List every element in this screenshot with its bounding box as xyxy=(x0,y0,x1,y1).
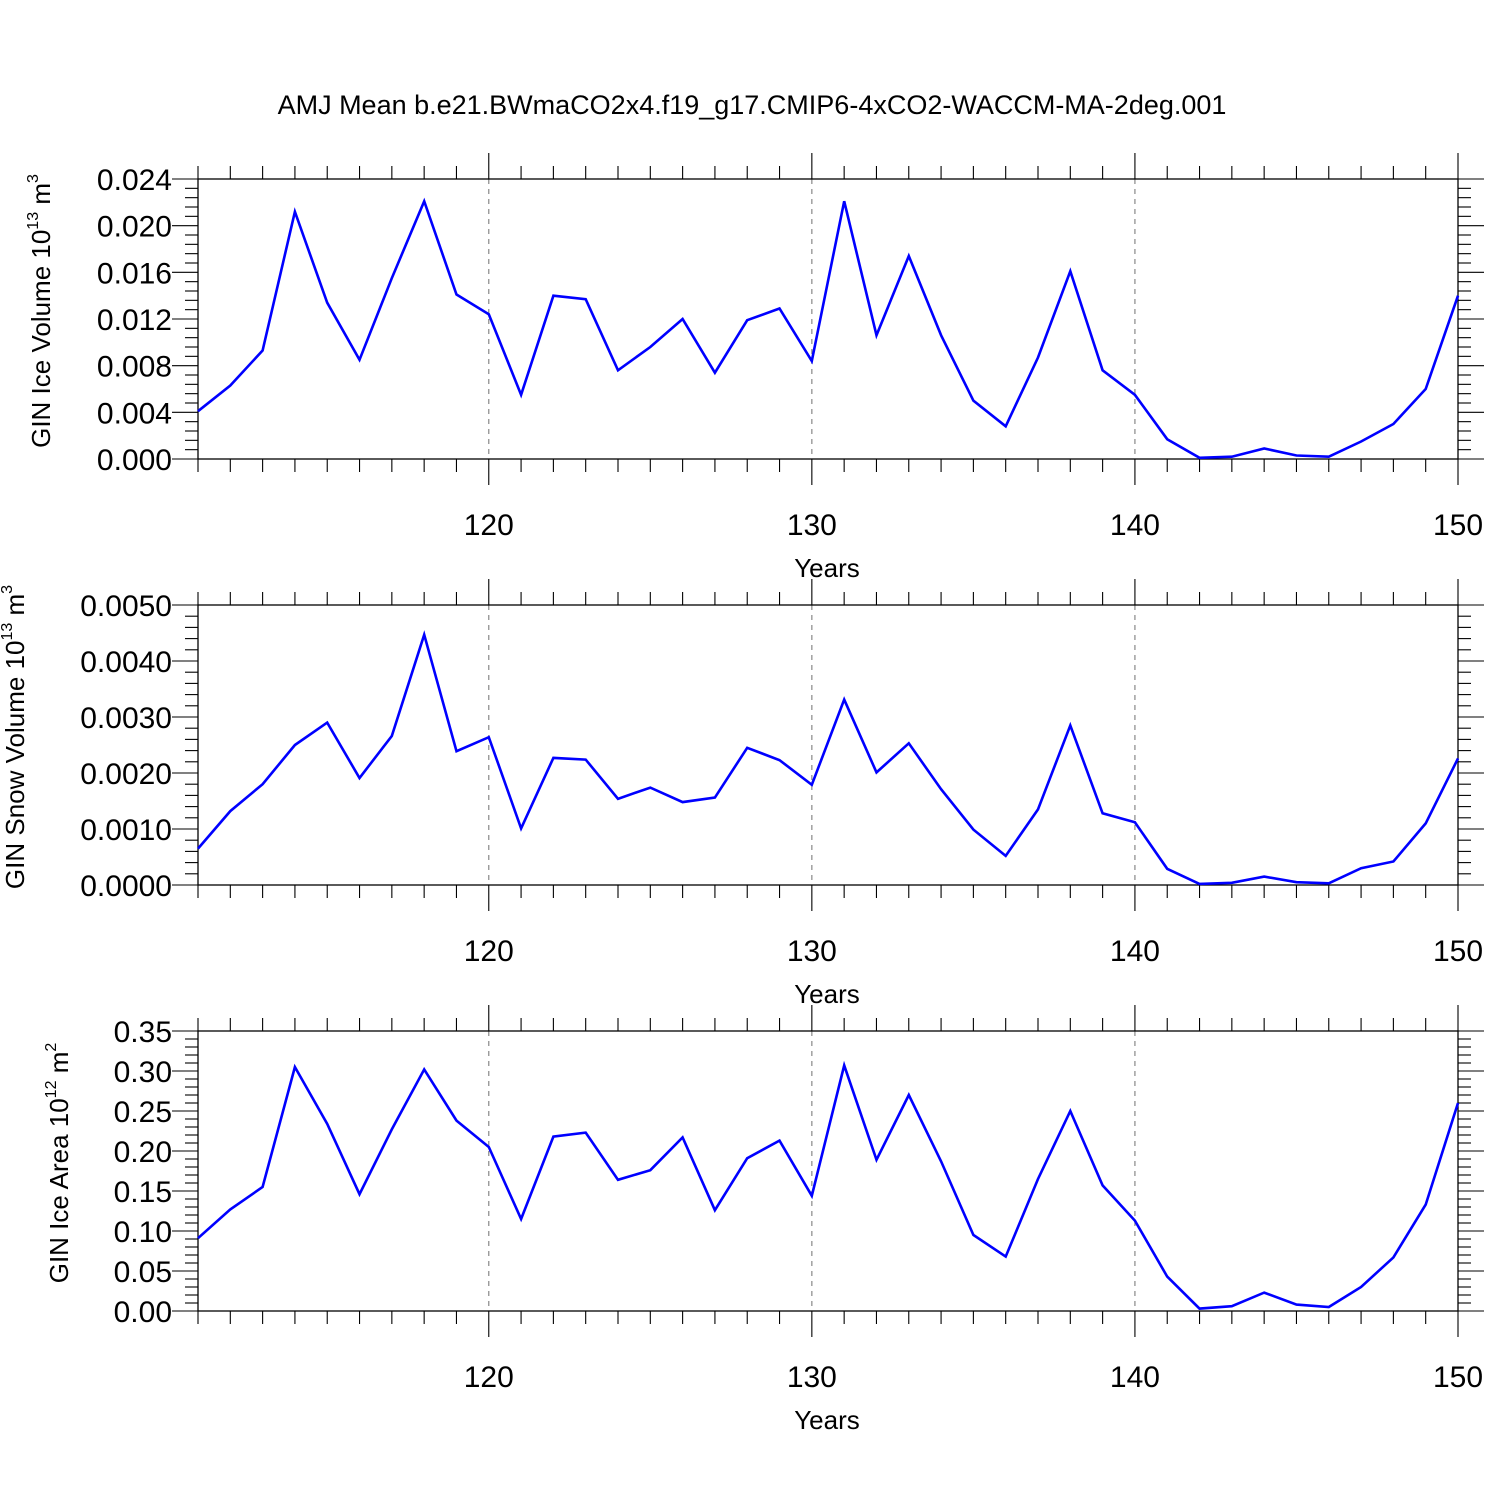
y-tick-label: 0.008 xyxy=(97,351,172,384)
x-axis-label: Years xyxy=(794,553,860,583)
y-tick-label: 0.35 xyxy=(114,1016,172,1049)
x-tick-label: 150 xyxy=(1433,509,1483,542)
x-tick-label: 120 xyxy=(464,1361,514,1394)
y-tick-label: 0.0030 xyxy=(80,702,172,735)
series-line xyxy=(197,1060,1460,1310)
y-tick-label: 0.016 xyxy=(97,257,172,290)
x-tick-label: 150 xyxy=(1433,1361,1483,1394)
y-tick-label: 0.10 xyxy=(114,1216,172,1249)
y-axis-label-unit-exponent: 3 xyxy=(25,174,42,183)
y-axis-label-text: GIN Ice Volume 10 xyxy=(26,230,56,448)
plot-frame xyxy=(197,604,1459,886)
series-line xyxy=(197,197,1460,460)
x-tick-label: 130 xyxy=(787,935,837,968)
y-axis-label-unit: m xyxy=(26,183,56,212)
y-axis-label-unit: m xyxy=(0,594,30,623)
y-axis-label-unit-exponent: 3 xyxy=(0,585,16,594)
y-tick-label: 0.0020 xyxy=(80,758,172,791)
y-tick-label: 0.000 xyxy=(97,444,172,477)
y-tick-label: 0.0040 xyxy=(80,646,172,679)
y-axis-label-exponent: 12 xyxy=(43,1080,60,1098)
y-tick-label: 0.05 xyxy=(114,1256,172,1289)
series-line xyxy=(197,630,1460,886)
y-tick-label: 0.0010 xyxy=(80,814,172,847)
y-axis-label-text: GIN Ice Area 10 xyxy=(44,1098,74,1283)
y-axis-label-text: GIN Snow Volume 10 xyxy=(0,641,30,890)
y-tick-label: 0.0050 xyxy=(80,590,172,623)
x-tick-label: 140 xyxy=(1110,509,1160,542)
y-axis-label-exponent: 13 xyxy=(0,623,16,641)
y-axis-label-unit: m xyxy=(44,1052,74,1081)
x-tick-label: 120 xyxy=(464,935,514,968)
y-tick-label: 0.25 xyxy=(114,1096,172,1129)
y-tick-label: 0.30 xyxy=(114,1056,172,1089)
x-axis-label: Years xyxy=(794,979,860,1009)
plot-frame xyxy=(197,178,1459,460)
y-tick-label: 0.00 xyxy=(114,1296,172,1329)
y-tick-label: 0.15 xyxy=(114,1176,172,1209)
y-tick-label: 0.004 xyxy=(97,397,172,430)
x-tick-label: 130 xyxy=(787,1361,837,1394)
y-axis-label: GIN Snow Volume 1013 m3 xyxy=(0,585,30,889)
chart-title: AMJ Mean b.e21.BWmaCO2x4.f19_g17.CMIP6-4… xyxy=(278,90,1227,120)
y-axis-label: GIN Ice Area 1012 m2 xyxy=(43,1043,74,1284)
x-axis-label: Years xyxy=(794,1405,860,1435)
x-tick-label: 120 xyxy=(464,509,514,542)
y-axis-label: GIN Ice Volume 1013 m3 xyxy=(25,174,56,448)
x-tick-label: 150 xyxy=(1433,935,1483,968)
panel-3: 0.00 0.05 0.10 0.15 0.20 0.25 0.30 0.35 120 130 14… xyxy=(43,1005,1484,1435)
y-tick-label: 0.020 xyxy=(97,211,172,244)
panel-2: 0.0000 0.0010 0.0020 0.0030 0.0040 0.0050 120 1… xyxy=(0,579,1484,1009)
panel-1: 0.000 0.004 0.008 0.012 0.016 0.020 0.024 120 13… xyxy=(25,153,1484,583)
y-tick-label: 0.012 xyxy=(97,304,172,337)
x-tick-label: 140 xyxy=(1110,1361,1160,1394)
plot-frame xyxy=(197,1030,1459,1312)
x-tick-label: 130 xyxy=(787,509,837,542)
x-tick-label: 140 xyxy=(1110,935,1160,968)
y-tick-label: 0.024 xyxy=(97,164,172,197)
y-tick-label: 0.20 xyxy=(114,1136,172,1169)
y-axis-label-unit-exponent: 2 xyxy=(43,1043,60,1052)
y-axis-label-exponent: 13 xyxy=(25,212,42,230)
y-tick-label: 0.0000 xyxy=(80,870,172,903)
